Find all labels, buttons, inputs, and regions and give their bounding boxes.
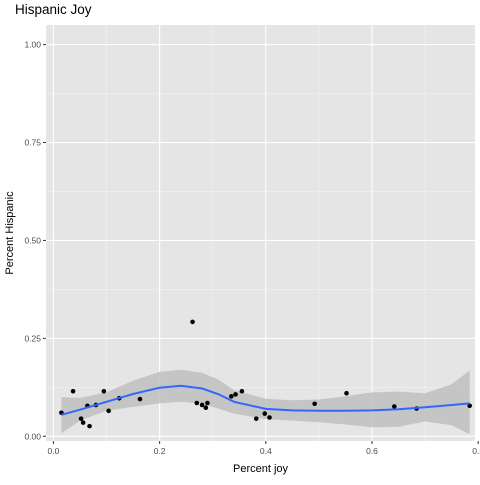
x-tick-label: 0.2 — [154, 446, 166, 456]
data-point — [262, 411, 268, 416]
data-point — [194, 400, 200, 406]
data-point — [239, 388, 245, 394]
data-point — [253, 416, 259, 421]
y-tick-label: 0.25 — [24, 333, 41, 343]
data-point — [106, 408, 111, 414]
data-point — [312, 401, 317, 407]
data-point — [199, 402, 205, 408]
confidence-band — [61, 369, 470, 435]
data-point — [233, 392, 238, 397]
y-tick-label: 0.00 — [24, 431, 41, 441]
data-point — [203, 405, 209, 411]
x-tick-label: 0.4 — [260, 446, 272, 456]
x-tick-label: 0.6 — [366, 446, 378, 456]
data-point — [70, 388, 76, 394]
data-point — [190, 319, 195, 325]
smooth-line — [61, 384, 470, 416]
data-point — [101, 388, 107, 394]
plot-panel — [46, 25, 475, 441]
y-tick-label: 0.50 — [24, 235, 41, 245]
chart-title: Hispanic Joy — [15, 2, 92, 17]
data-point — [391, 404, 397, 409]
data-point — [80, 420, 86, 425]
y-tick-label: 1.00 — [24, 40, 41, 50]
y-axis-title: Percent Hispanic — [4, 191, 16, 275]
x-tick-label: 0.8 — [472, 446, 480, 456]
data-point — [267, 415, 272, 420]
x-tick-label: 0.0 — [48, 446, 60, 456]
data-point — [228, 394, 234, 399]
data-point — [205, 400, 210, 406]
data-point — [467, 403, 472, 409]
data-point — [344, 390, 349, 396]
data-point — [137, 396, 143, 402]
data-point — [78, 416, 84, 421]
y-tick-label: 0.75 — [24, 138, 41, 148]
data-point — [87, 423, 92, 429]
x-axis-title: Percent joy — [233, 463, 289, 475]
